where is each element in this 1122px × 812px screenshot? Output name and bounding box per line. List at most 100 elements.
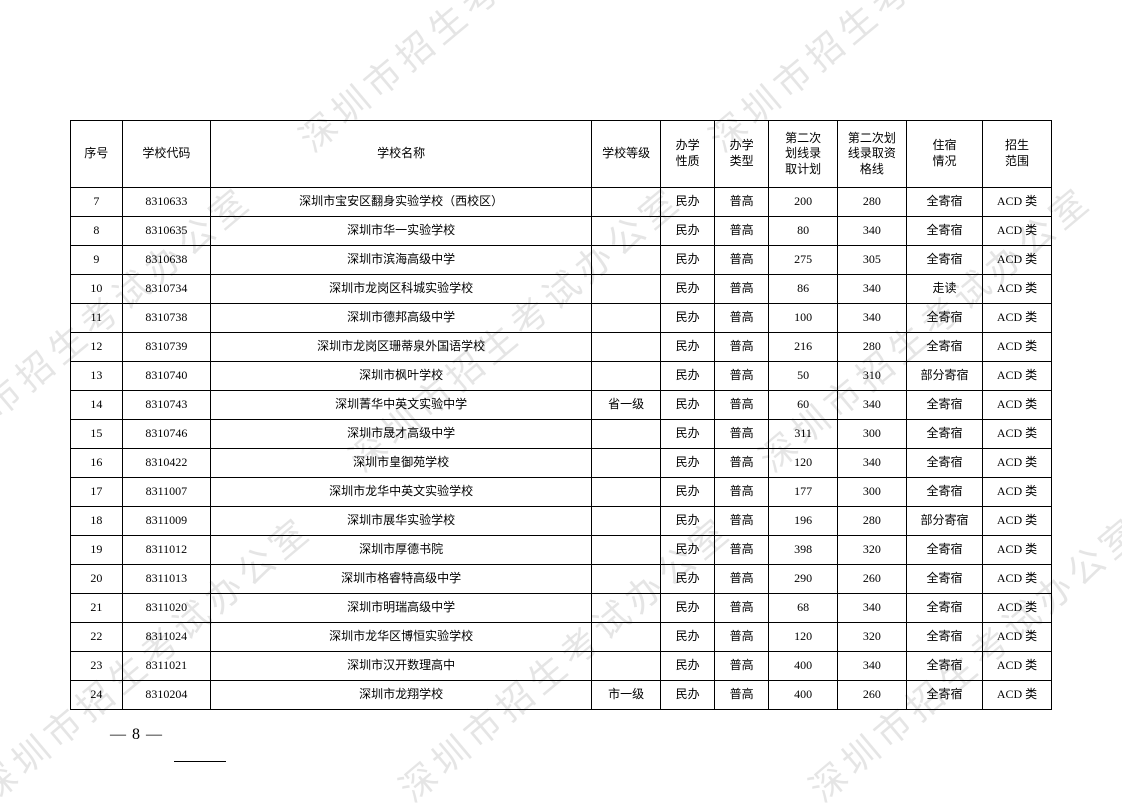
- document-page: 深圳市招生考试办公室深圳市招生考试办公室深圳市招生考试办公室深圳市招生考试办公室…: [0, 0, 1122, 793]
- table-cell: 深圳市龙华区博恒实验学校: [211, 623, 592, 652]
- table-cell: 120: [769, 449, 838, 478]
- table-cell: 300: [838, 420, 907, 449]
- table-cell: 8310422: [122, 449, 211, 478]
- table-cell: 8311009: [122, 507, 211, 536]
- page-number: — 8 —: [110, 723, 226, 748]
- table-row: 178311007深圳市龙华中英文实验学校民办普高177300全寄宿ACD 类: [71, 478, 1052, 507]
- table-cell: 深圳市厚德书院: [211, 536, 592, 565]
- table-cell: 民办: [661, 478, 715, 507]
- table-cell: 全寄宿: [906, 188, 982, 217]
- col-type: 办学类型: [715, 121, 769, 188]
- table-cell: 300: [838, 478, 907, 507]
- table-cell: 部分寄宿: [906, 507, 982, 536]
- table-cell: 普高: [715, 304, 769, 333]
- table-row: 78310633深圳市宝安区翻身实验学校（西校区）民办普高200280全寄宿AC…: [71, 188, 1052, 217]
- table-cell: 深圳市德邦高级中学: [211, 304, 592, 333]
- table-cell: 民办: [661, 362, 715, 391]
- table-cell: 民办: [661, 565, 715, 594]
- table-body: 78310633深圳市宝安区翻身实验学校（西校区）民办普高200280全寄宿AC…: [71, 188, 1052, 710]
- table-cell: 8310738: [122, 304, 211, 333]
- table-cell: 全寄宿: [906, 536, 982, 565]
- table-row: 188311009深圳市展华实验学校民办普高196280部分寄宿ACD 类: [71, 507, 1052, 536]
- table-cell: [592, 652, 661, 681]
- table-cell: ACD 类: [983, 507, 1052, 536]
- table-cell: 20: [71, 565, 123, 594]
- table-cell: 8310638: [122, 246, 211, 275]
- table-cell: 走读: [906, 275, 982, 304]
- table-cell: 深圳市龙华中英文实验学校: [211, 478, 592, 507]
- table-cell: [592, 594, 661, 623]
- table-row: 168310422深圳市皇御苑学校民办普高120340全寄宿ACD 类: [71, 449, 1052, 478]
- table-cell: 9: [71, 246, 123, 275]
- table-cell: ACD 类: [983, 420, 1052, 449]
- table-cell: 深圳市龙岗区珊蒂泉外国语学校: [211, 333, 592, 362]
- table-row: 158310746深圳市晟才高级中学民办普高311300全寄宿ACD 类: [71, 420, 1052, 449]
- table-cell: 50: [769, 362, 838, 391]
- table-row: 108310734深圳市龙岗区科城实验学校民办普高86340走读ACD 类: [71, 275, 1052, 304]
- table-cell: 14: [71, 391, 123, 420]
- table-cell: ACD 类: [983, 333, 1052, 362]
- table-cell: 100: [769, 304, 838, 333]
- table-cell: 民办: [661, 594, 715, 623]
- table-cell: 深圳市晟才高级中学: [211, 420, 592, 449]
- table-cell: [592, 478, 661, 507]
- col-nature: 办学性质: [661, 121, 715, 188]
- table-row: 98310638深圳市滨海高级中学民办普高275305全寄宿ACD 类: [71, 246, 1052, 275]
- table-cell: 60: [769, 391, 838, 420]
- table-cell: ACD 类: [983, 565, 1052, 594]
- table-cell: ACD 类: [983, 594, 1052, 623]
- table-cell: 全寄宿: [906, 449, 982, 478]
- table-cell: 全寄宿: [906, 333, 982, 362]
- table-cell: 340: [838, 652, 907, 681]
- table-cell: 16: [71, 449, 123, 478]
- table-cell: 深圳市汉开数理高中: [211, 652, 592, 681]
- table-cell: 深圳市宝安区翻身实验学校（西校区）: [211, 188, 592, 217]
- col-line: 第二次划线录取资格线: [838, 121, 907, 188]
- school-table: 序号 学校代码 学校名称 学校等级 办学性质 办学类型 第二次划线录取计划 第二…: [70, 120, 1052, 710]
- table-cell: 17: [71, 478, 123, 507]
- table-cell: 全寄宿: [906, 594, 982, 623]
- table-cell: 18: [71, 507, 123, 536]
- table-cell: 深圳市明瑞高级中学: [211, 594, 592, 623]
- table-cell: 120: [769, 623, 838, 652]
- table-cell: 深圳菁华中英文实验中学: [211, 391, 592, 420]
- table-cell: 普高: [715, 478, 769, 507]
- table-header-row: 序号 学校代码 学校名称 学校等级 办学性质 办学类型 第二次划线录取计划 第二…: [71, 121, 1052, 188]
- table-cell: 8310743: [122, 391, 211, 420]
- table-row: 148310743深圳菁华中英文实验中学省一级民办普高60340全寄宿ACD 类: [71, 391, 1052, 420]
- table-cell: 民办: [661, 507, 715, 536]
- table-cell: 民办: [661, 188, 715, 217]
- table-cell: ACD 类: [983, 623, 1052, 652]
- table-cell: 8310633: [122, 188, 211, 217]
- table-cell: 普高: [715, 449, 769, 478]
- table-row: 228311024深圳市龙华区博恒实验学校民办普高120320全寄宿ACD 类: [71, 623, 1052, 652]
- table-cell: 68: [769, 594, 838, 623]
- table-cell: 深圳市皇御苑学校: [211, 449, 592, 478]
- table-cell: 普高: [715, 188, 769, 217]
- table-cell: [592, 420, 661, 449]
- table-cell: 普高: [715, 275, 769, 304]
- table-cell: 340: [838, 275, 907, 304]
- table-cell: 普高: [715, 420, 769, 449]
- table-cell: 400: [769, 652, 838, 681]
- table-cell: 普高: [715, 623, 769, 652]
- table-cell: 普高: [715, 246, 769, 275]
- table-cell: 民办: [661, 304, 715, 333]
- col-scope: 招生范围: [983, 121, 1052, 188]
- table-cell: 305: [838, 246, 907, 275]
- table-cell: 8310635: [122, 217, 211, 246]
- table-cell: 8310740: [122, 362, 211, 391]
- col-grade: 学校等级: [592, 121, 661, 188]
- table-cell: 全寄宿: [906, 623, 982, 652]
- table-row: 198311012深圳市厚德书院民办普高398320全寄宿ACD 类: [71, 536, 1052, 565]
- table-cell: 全寄宿: [906, 391, 982, 420]
- table-cell: [592, 275, 661, 304]
- table-cell: [592, 188, 661, 217]
- table-cell: 民办: [661, 275, 715, 304]
- table-cell: 普高: [715, 507, 769, 536]
- table-cell: 8310746: [122, 420, 211, 449]
- table-cell: 8: [71, 217, 123, 246]
- table-cell: [592, 246, 661, 275]
- table-cell: 311: [769, 420, 838, 449]
- table-cell: 8311012: [122, 536, 211, 565]
